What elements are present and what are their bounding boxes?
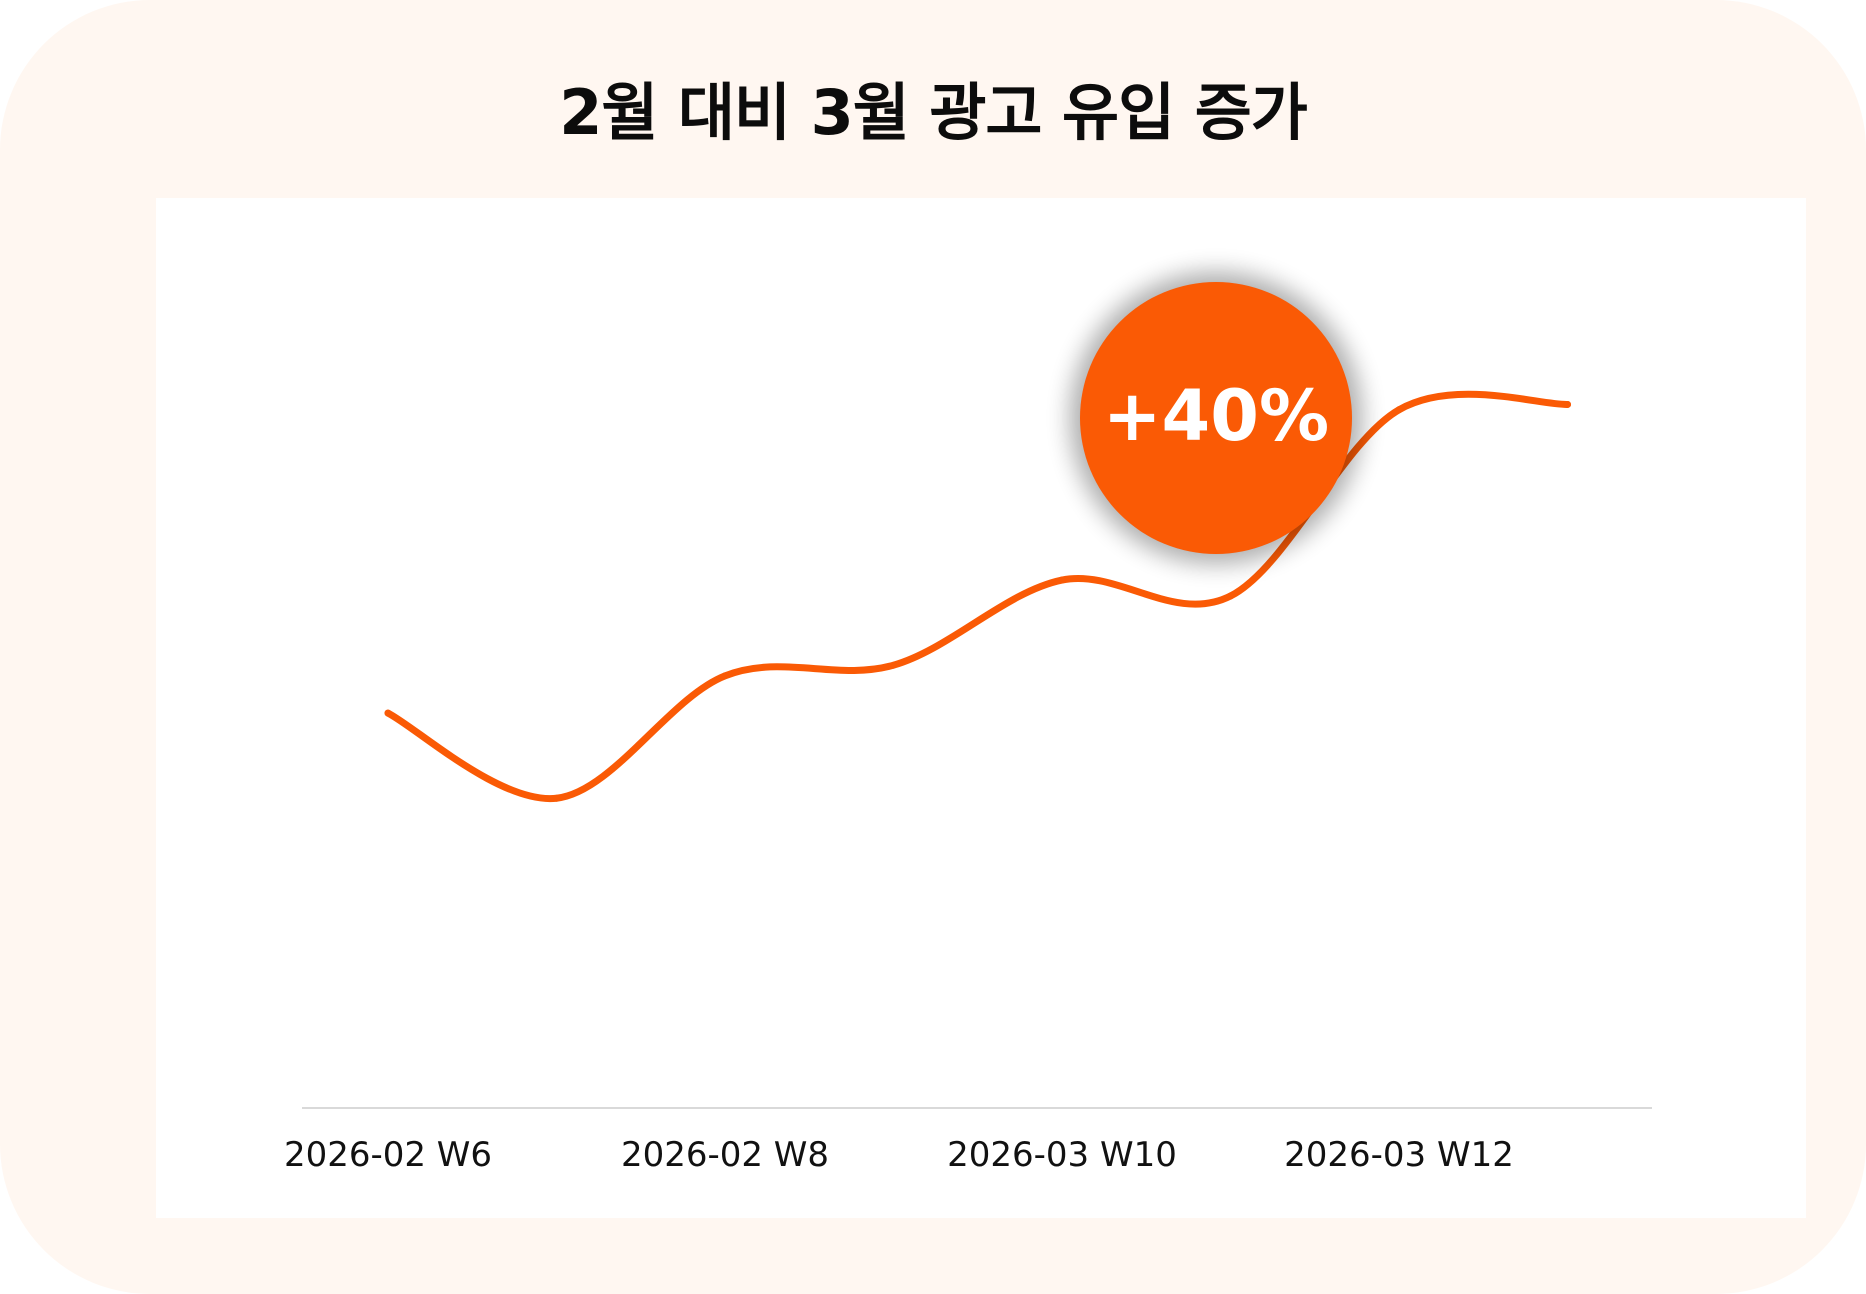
series-point	[721, 672, 729, 680]
series-point	[1395, 406, 1403, 414]
series-line	[384, 390, 1571, 802]
growth-badge: +40%	[1070, 272, 1362, 564]
series-point	[890, 661, 897, 669]
series-points	[384, 400, 1571, 802]
x-tick-label: 2026-03 W12	[1284, 1135, 1514, 1175]
x-tick-label: 2026-03 W10	[947, 1135, 1177, 1175]
series-point	[384, 709, 392, 717]
chart-title: 2월 대비 3월 광고 유입 증가	[559, 76, 1308, 149]
growth-badge-label: +40%	[1103, 375, 1329, 457]
series-point	[1058, 576, 1066, 584]
x-axis-ticks: 2026-02 W6 2026-02 W8 2026-03 W10 2026-03 W…	[284, 1135, 1514, 1175]
x-tick-label: 2026-02 W8	[621, 1135, 829, 1175]
series-point	[553, 794, 560, 802]
x-tick-label: 2026-02 W6	[284, 1135, 492, 1175]
series-point	[1227, 592, 1234, 600]
series-point	[1564, 400, 1571, 408]
growth-badge-circle	[1080, 282, 1352, 554]
plot-panel	[156, 198, 1806, 1218]
